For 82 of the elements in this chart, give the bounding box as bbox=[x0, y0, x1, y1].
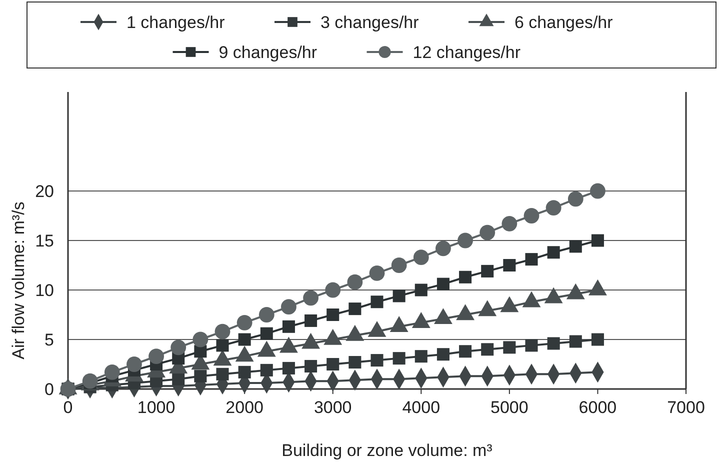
point bbox=[347, 274, 363, 290]
point bbox=[414, 350, 428, 363]
x-tick-label: 1000 bbox=[137, 398, 176, 417]
point bbox=[258, 307, 274, 322]
legend-label: 1 changes/hr bbox=[126, 13, 226, 32]
point bbox=[348, 356, 362, 369]
y-axis-title: Air flow volume: m³/s bbox=[9, 202, 28, 360]
y-tick-label: 5 bbox=[44, 330, 54, 350]
point bbox=[370, 296, 384, 308]
point bbox=[459, 270, 472, 284]
point bbox=[458, 232, 473, 248]
y-tick-label: 10 bbox=[35, 281, 54, 300]
point bbox=[524, 208, 540, 224]
x-tick-label: 0 bbox=[63, 398, 73, 417]
point bbox=[236, 314, 252, 330]
point bbox=[126, 356, 142, 372]
point bbox=[503, 258, 516, 272]
x-tick-label: 3000 bbox=[314, 398, 352, 417]
point bbox=[370, 354, 384, 367]
point bbox=[238, 333, 251, 346]
x-tick-label: 5000 bbox=[490, 398, 528, 417]
point bbox=[281, 299, 296, 315]
point bbox=[569, 240, 582, 253]
y-tick-label: 20 bbox=[35, 182, 54, 201]
point bbox=[414, 284, 428, 296]
point bbox=[326, 308, 340, 322]
point bbox=[170, 340, 186, 356]
point bbox=[260, 364, 273, 376]
point bbox=[525, 253, 538, 266]
point bbox=[194, 345, 207, 358]
point bbox=[459, 345, 472, 358]
point bbox=[391, 258, 407, 273]
point bbox=[547, 246, 560, 259]
point bbox=[348, 302, 362, 316]
x-tick-label: 7000 bbox=[667, 398, 705, 417]
point bbox=[480, 224, 496, 240]
point bbox=[260, 327, 273, 340]
point bbox=[525, 339, 538, 352]
x-tick-label: 4000 bbox=[402, 398, 440, 417]
point bbox=[436, 278, 450, 290]
point bbox=[481, 264, 494, 278]
point bbox=[172, 372, 185, 386]
point bbox=[216, 368, 229, 380]
point bbox=[104, 364, 120, 380]
x-tick-label: 2000 bbox=[226, 398, 264, 417]
point bbox=[304, 314, 318, 327]
point bbox=[325, 282, 341, 298]
point bbox=[282, 320, 295, 333]
point bbox=[238, 366, 251, 378]
point bbox=[304, 360, 318, 372]
x-tick-label: 6000 bbox=[578, 398, 617, 417]
point bbox=[392, 290, 406, 302]
legend-label: 3 changes/hr bbox=[320, 13, 420, 32]
point bbox=[282, 362, 295, 374]
point bbox=[591, 234, 604, 247]
point bbox=[303, 290, 318, 306]
point bbox=[216, 339, 229, 352]
point bbox=[326, 358, 340, 371]
y-tick-label: 0 bbox=[44, 380, 54, 399]
legend-label: 6 changes/hr bbox=[514, 13, 614, 32]
point bbox=[436, 240, 451, 256]
point bbox=[192, 332, 208, 348]
point bbox=[503, 341, 516, 354]
point bbox=[369, 265, 385, 281]
point bbox=[569, 335, 582, 348]
point bbox=[547, 337, 560, 350]
point bbox=[392, 352, 406, 365]
point bbox=[194, 370, 207, 382]
point bbox=[148, 348, 164, 364]
point bbox=[481, 343, 494, 356]
point bbox=[590, 183, 606, 199]
point bbox=[502, 216, 518, 232]
point bbox=[413, 250, 429, 266]
legend-label: 12 changes/hr bbox=[412, 43, 521, 62]
point bbox=[591, 333, 604, 346]
x-axis-title: Building or zone volume: m³ bbox=[282, 441, 493, 460]
point bbox=[436, 348, 450, 361]
legend-label: 9 changes/hr bbox=[218, 43, 318, 62]
point bbox=[568, 191, 584, 207]
point bbox=[214, 324, 230, 340]
point bbox=[546, 200, 562, 216]
y-tick-label: 15 bbox=[35, 232, 54, 250]
